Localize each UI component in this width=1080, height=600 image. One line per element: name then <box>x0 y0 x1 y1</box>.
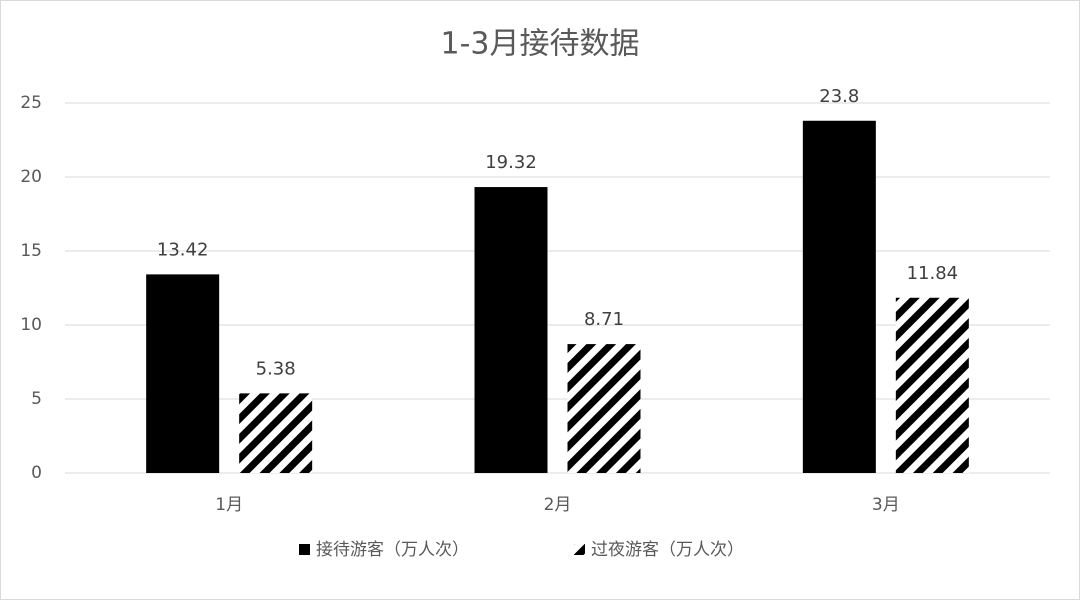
legend-label: 接待游客（万人次） <box>316 540 469 560</box>
y-tick-label: 25 <box>20 93 42 113</box>
bar <box>567 344 641 473</box>
y-tick-label: 0 <box>31 463 42 483</box>
legend-marker <box>574 544 585 555</box>
bar <box>802 120 876 473</box>
chart-title: 1-3月接待数据 <box>441 27 640 62</box>
y-tick-label: 20 <box>20 167 42 187</box>
data-label: 23.8 <box>819 86 859 107</box>
x-tick-label: 1月 <box>215 495 243 515</box>
legend-marker <box>299 544 310 555</box>
bar <box>474 187 548 473</box>
bar <box>895 297 969 473</box>
data-label: 5.38 <box>256 358 296 379</box>
data-label: 11.84 <box>907 263 959 284</box>
legend-label: 过夜游客（万人次） <box>591 540 744 560</box>
bar <box>239 393 313 473</box>
data-label: 19.32 <box>485 152 537 173</box>
data-label: 13.42 <box>157 239 209 260</box>
y-tick-label: 15 <box>20 241 42 261</box>
x-tick-label: 2月 <box>544 495 572 515</box>
bar <box>146 274 220 473</box>
y-tick-label: 10 <box>20 315 42 335</box>
x-tick-label: 3月 <box>872 495 900 515</box>
y-tick-label: 5 <box>31 389 42 409</box>
data-label: 8.71 <box>584 309 624 330</box>
